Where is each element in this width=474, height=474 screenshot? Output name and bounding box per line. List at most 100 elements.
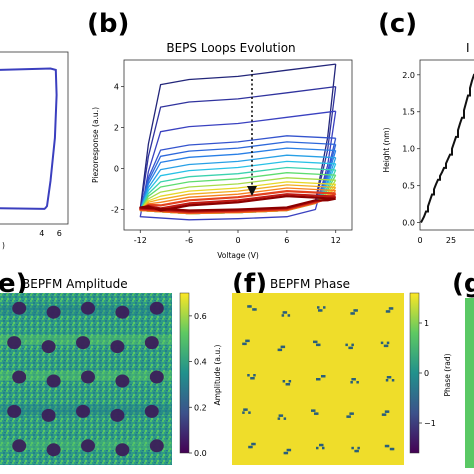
- panel-g-map-edge: [465, 298, 474, 468]
- panel-b-ticks: -12 -6 0 6 12 -2 0 2 4: [111, 83, 341, 245]
- panel-f-spot: [242, 342, 245, 346]
- panel-e-spot: [144, 336, 159, 350]
- panel-f-spot: [355, 309, 358, 312]
- panel-b-x-tick-label: 0: [235, 236, 240, 245]
- panel-f-spot: [247, 339, 250, 343]
- panel-f-spot: [356, 381, 359, 384]
- panel-f-spot: [351, 378, 354, 381]
- panel-f-spot: [283, 417, 287, 420]
- panel-a-xlabel-fragment: ): [2, 241, 5, 250]
- panel-f-spot: [356, 449, 359, 453]
- panel-f-spot: [385, 310, 389, 313]
- panel-f-spot: [388, 307, 392, 310]
- panel-e-spot: [46, 305, 61, 319]
- panel-e-spot: [81, 370, 95, 384]
- panel-f-colorbar-tick-label: 1: [424, 319, 429, 328]
- panel-f-spot: [385, 344, 389, 348]
- panel-f-spot: [321, 375, 324, 378]
- panel-e-spot: [81, 301, 95, 315]
- panel-f-spot: [313, 409, 316, 412]
- panel-b-loop-line: [139, 195, 336, 212]
- panel-f-spot: [244, 342, 247, 346]
- panel-e-spot: [149, 439, 164, 453]
- panel-f-spot: [319, 443, 322, 447]
- panel-f-spot: [317, 306, 320, 309]
- panel-f-spot: [386, 341, 390, 345]
- panel-c-y-tick-label: 0.5: [402, 182, 415, 191]
- panel-c-height-line: [420, 73, 474, 224]
- panel-f-spot: [280, 345, 284, 349]
- panel-f-spot: [350, 346, 353, 350]
- panel-f-spot: [386, 376, 390, 379]
- panel-f-spot: [288, 448, 292, 452]
- panel-f-spot: [349, 412, 352, 415]
- panel-f-spot: [386, 444, 390, 448]
- panel-e-spot: [110, 340, 125, 354]
- panel-f-spot: [279, 348, 283, 352]
- panel-f-spot: [348, 415, 351, 418]
- panel-f-spot: [322, 446, 325, 450]
- panel-f-spot: [391, 447, 395, 451]
- panel-e-spot: [115, 305, 130, 319]
- panel-f-spot: [280, 414, 284, 417]
- panel-f-spot: [283, 451, 287, 455]
- panel-f-spot: [281, 314, 285, 317]
- panel-f-spot: [353, 309, 356, 312]
- panel-f-spot: [243, 408, 246, 411]
- panel-e-colorbar-tick-label: 0.2: [194, 403, 207, 412]
- panel-e-spot: [149, 370, 164, 384]
- panel-e-spot: [46, 443, 61, 457]
- panel-f-spot: [282, 345, 286, 349]
- panel-f-spot: [316, 412, 319, 415]
- panel-f-spot: [278, 414, 282, 417]
- panel-e-colorbar-tick-label: 0.4: [194, 358, 207, 367]
- panel-f-colorbar-tick-label: 0: [424, 369, 429, 378]
- panel-f-spot: [391, 379, 395, 382]
- panel-f-spot: [286, 448, 290, 452]
- panel-f-spot: [245, 339, 248, 343]
- panel-f-spot: [247, 305, 250, 308]
- panel-f-spot: [353, 378, 356, 381]
- panel-c-x-tick-label: 25: [446, 236, 456, 245]
- panel-e-spot: [12, 439, 27, 453]
- panel-f-spot: [287, 314, 291, 317]
- panel-a-axes: [0, 51, 69, 225]
- panel-f-spot: [253, 442, 256, 446]
- panel-f-spot: [345, 343, 348, 347]
- panel-f-spot: [321, 443, 324, 447]
- panel-f-spot: [383, 344, 387, 348]
- panel-e-spot: [115, 443, 130, 457]
- panel-f: (f) BEPFM Phase −101 Phase (rad): [232, 269, 452, 465]
- panel-a-loop-line: [0, 67, 58, 210]
- panel-f-spot: [288, 380, 292, 383]
- panel-f-spot: [348, 346, 351, 350]
- panel-f-spot: [277, 417, 281, 420]
- panel-f-spot: [284, 311, 288, 314]
- panel-e-spot: [81, 439, 95, 453]
- panel-e-spot: [144, 404, 159, 418]
- panel-f-spot: [315, 340, 318, 344]
- panel-g-letter: (g: [452, 269, 474, 299]
- panel-g: (g: [452, 269, 474, 468]
- panel-e-spot: [41, 340, 56, 354]
- panel-e-title: BEPFM Amplitude: [22, 277, 128, 291]
- panel-b-loops: [139, 63, 337, 221]
- panel-f-colorbar-ticks: −1 0 1: [419, 319, 436, 428]
- panel-f-spot: [250, 445, 253, 449]
- panel-f-spot: [252, 377, 255, 380]
- panel-e-spot: [115, 374, 130, 388]
- panel-f-colorbar: [409, 292, 420, 454]
- panel-e-colorbar-label: Amplitude (a.u.): [213, 345, 222, 406]
- panel-f-spot: [316, 446, 319, 450]
- panel-f-spot: [285, 451, 289, 455]
- panel-b: (b) BEPS Loops Evolution -12 -6 0 6 12-2024 …: [87, 9, 353, 260]
- panel-b-y-tick-label: 2: [114, 124, 119, 133]
- panel-e-spot: [7, 336, 22, 350]
- panel-c-ticks: 0.0 0.5 1.0 1.5 2.0 0 25: [402, 71, 456, 245]
- panel-f-spot: [380, 341, 384, 345]
- panel-c-y-tick-label: 2.0: [402, 71, 415, 80]
- panel-f-spot: [351, 446, 354, 450]
- panel-c-y-tick-label: 1.5: [402, 108, 415, 117]
- panel-b-arrow-head: [247, 186, 257, 196]
